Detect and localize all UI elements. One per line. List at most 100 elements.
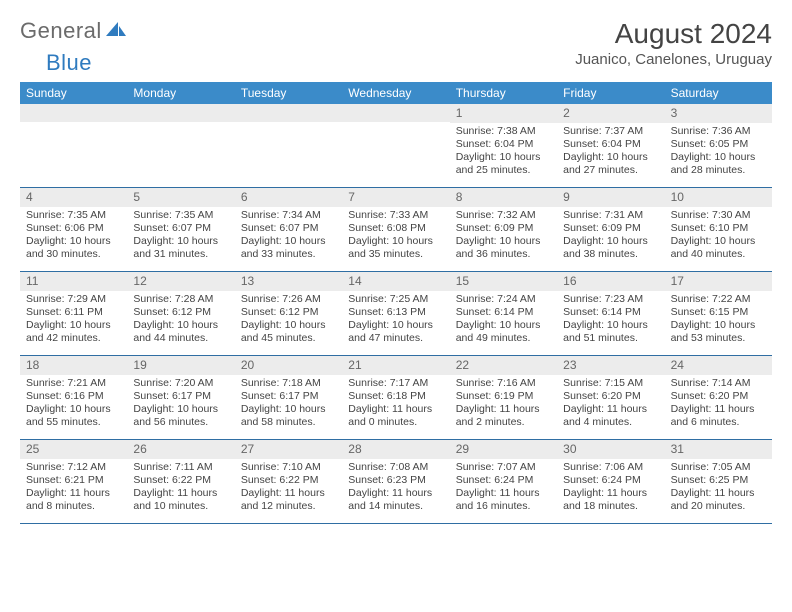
week-row: 18Sunrise: 7:21 AMSunset: 6:16 PMDayligh… (20, 356, 772, 440)
day-number: 26 (127, 440, 234, 459)
day-line: and 53 minutes. (671, 332, 766, 345)
day-number: 13 (235, 272, 342, 291)
day-line: Sunrise: 7:26 AM (241, 293, 336, 306)
day-body: Sunrise: 7:11 AMSunset: 6:22 PMDaylight:… (127, 459, 234, 523)
day-cell (127, 104, 234, 187)
day-line: Daylight: 11 hours (671, 487, 766, 500)
day-body: Sunrise: 7:22 AMSunset: 6:15 PMDaylight:… (665, 291, 772, 355)
day-number (235, 104, 342, 122)
day-line: and 14 minutes. (348, 500, 443, 513)
day-line: Daylight: 10 hours (456, 319, 551, 332)
day-body (235, 122, 342, 186)
day-cell: 8Sunrise: 7:32 AMSunset: 6:09 PMDaylight… (450, 188, 557, 271)
dow-header: Thursday (450, 82, 557, 104)
day-line: Sunset: 6:07 PM (133, 222, 228, 235)
day-line: Sunset: 6:12 PM (133, 306, 228, 319)
day-line: Sunrise: 7:17 AM (348, 377, 443, 390)
day-line: Sunrise: 7:18 AM (241, 377, 336, 390)
dow-header: Friday (557, 82, 664, 104)
day-line: Sunrise: 7:20 AM (133, 377, 228, 390)
day-cell: 22Sunrise: 7:16 AMSunset: 6:19 PMDayligh… (450, 356, 557, 439)
day-number: 8 (450, 188, 557, 207)
day-line: Sunrise: 7:15 AM (563, 377, 658, 390)
day-body: Sunrise: 7:10 AMSunset: 6:22 PMDaylight:… (235, 459, 342, 523)
day-line: Daylight: 10 hours (671, 319, 766, 332)
day-line: Daylight: 10 hours (671, 151, 766, 164)
brand-part2: Blue (46, 50, 92, 75)
day-line: Daylight: 10 hours (563, 151, 658, 164)
day-line: Sunset: 6:17 PM (133, 390, 228, 403)
day-line: Sunrise: 7:36 AM (671, 125, 766, 138)
day-line: Daylight: 11 hours (563, 403, 658, 416)
day-cell: 28Sunrise: 7:08 AMSunset: 6:23 PMDayligh… (342, 440, 449, 523)
day-line: and 42 minutes. (26, 332, 121, 345)
day-line: and 51 minutes. (563, 332, 658, 345)
day-line: and 56 minutes. (133, 416, 228, 429)
day-body: Sunrise: 7:17 AMSunset: 6:18 PMDaylight:… (342, 375, 449, 439)
dow-header-row: SundayMondayTuesdayWednesdayThursdayFrid… (20, 82, 772, 104)
day-cell (20, 104, 127, 187)
day-cell (235, 104, 342, 187)
day-line: Sunset: 6:09 PM (563, 222, 658, 235)
day-cell: 6Sunrise: 7:34 AMSunset: 6:07 PMDaylight… (235, 188, 342, 271)
day-line: Daylight: 10 hours (563, 235, 658, 248)
day-cell: 19Sunrise: 7:20 AMSunset: 6:17 PMDayligh… (127, 356, 234, 439)
day-cell: 24Sunrise: 7:14 AMSunset: 6:20 PMDayligh… (665, 356, 772, 439)
day-line: Sunrise: 7:23 AM (563, 293, 658, 306)
day-line: and 36 minutes. (456, 248, 551, 261)
day-body: Sunrise: 7:20 AMSunset: 6:17 PMDaylight:… (127, 375, 234, 439)
day-line: Daylight: 11 hours (241, 487, 336, 500)
day-number (20, 104, 127, 122)
day-number: 27 (235, 440, 342, 459)
day-line: Daylight: 10 hours (26, 319, 121, 332)
day-body: Sunrise: 7:25 AMSunset: 6:13 PMDaylight:… (342, 291, 449, 355)
day-line: Sunrise: 7:28 AM (133, 293, 228, 306)
day-line: Daylight: 11 hours (348, 487, 443, 500)
day-cell: 9Sunrise: 7:31 AMSunset: 6:09 PMDaylight… (557, 188, 664, 271)
day-body: Sunrise: 7:36 AMSunset: 6:05 PMDaylight:… (665, 123, 772, 187)
day-line: and 44 minutes. (133, 332, 228, 345)
day-cell: 27Sunrise: 7:10 AMSunset: 6:22 PMDayligh… (235, 440, 342, 523)
day-line: and 49 minutes. (456, 332, 551, 345)
day-line: Sunrise: 7:31 AM (563, 209, 658, 222)
day-line: and 55 minutes. (26, 416, 121, 429)
day-body: Sunrise: 7:32 AMSunset: 6:09 PMDaylight:… (450, 207, 557, 271)
day-line: Sunrise: 7:38 AM (456, 125, 551, 138)
day-line: and 2 minutes. (456, 416, 551, 429)
day-number: 20 (235, 356, 342, 375)
day-body: Sunrise: 7:34 AMSunset: 6:07 PMDaylight:… (235, 207, 342, 271)
day-line: and 0 minutes. (348, 416, 443, 429)
day-cell: 17Sunrise: 7:22 AMSunset: 6:15 PMDayligh… (665, 272, 772, 355)
day-line: Daylight: 10 hours (133, 403, 228, 416)
day-line: Daylight: 10 hours (671, 235, 766, 248)
day-line: and 18 minutes. (563, 500, 658, 513)
day-body: Sunrise: 7:33 AMSunset: 6:08 PMDaylight:… (342, 207, 449, 271)
day-line: Daylight: 10 hours (348, 319, 443, 332)
day-body (342, 122, 449, 186)
day-number: 30 (557, 440, 664, 459)
day-body: Sunrise: 7:31 AMSunset: 6:09 PMDaylight:… (557, 207, 664, 271)
day-number: 4 (20, 188, 127, 207)
day-line: and 10 minutes. (133, 500, 228, 513)
day-cell: 20Sunrise: 7:18 AMSunset: 6:17 PMDayligh… (235, 356, 342, 439)
day-line: Sunrise: 7:29 AM (26, 293, 121, 306)
day-line: Sunrise: 7:10 AM (241, 461, 336, 474)
day-line: Sunrise: 7:21 AM (26, 377, 121, 390)
day-cell: 5Sunrise: 7:35 AMSunset: 6:07 PMDaylight… (127, 188, 234, 271)
day-body: Sunrise: 7:35 AMSunset: 6:07 PMDaylight:… (127, 207, 234, 271)
day-cell: 16Sunrise: 7:23 AMSunset: 6:14 PMDayligh… (557, 272, 664, 355)
day-line: and 40 minutes. (671, 248, 766, 261)
day-line: Sunrise: 7:35 AM (26, 209, 121, 222)
day-line: Daylight: 10 hours (456, 151, 551, 164)
day-number: 11 (20, 272, 127, 291)
day-line: Sunset: 6:18 PM (348, 390, 443, 403)
day-cell: 30Sunrise: 7:06 AMSunset: 6:24 PMDayligh… (557, 440, 664, 523)
location-text: Juanico, Canelones, Uruguay (575, 51, 772, 68)
day-number: 29 (450, 440, 557, 459)
day-line: and 28 minutes. (671, 164, 766, 177)
day-cell: 2Sunrise: 7:37 AMSunset: 6:04 PMDaylight… (557, 104, 664, 187)
day-number: 19 (127, 356, 234, 375)
day-line: Sunrise: 7:25 AM (348, 293, 443, 306)
day-cell: 26Sunrise: 7:11 AMSunset: 6:22 PMDayligh… (127, 440, 234, 523)
day-line: and 58 minutes. (241, 416, 336, 429)
